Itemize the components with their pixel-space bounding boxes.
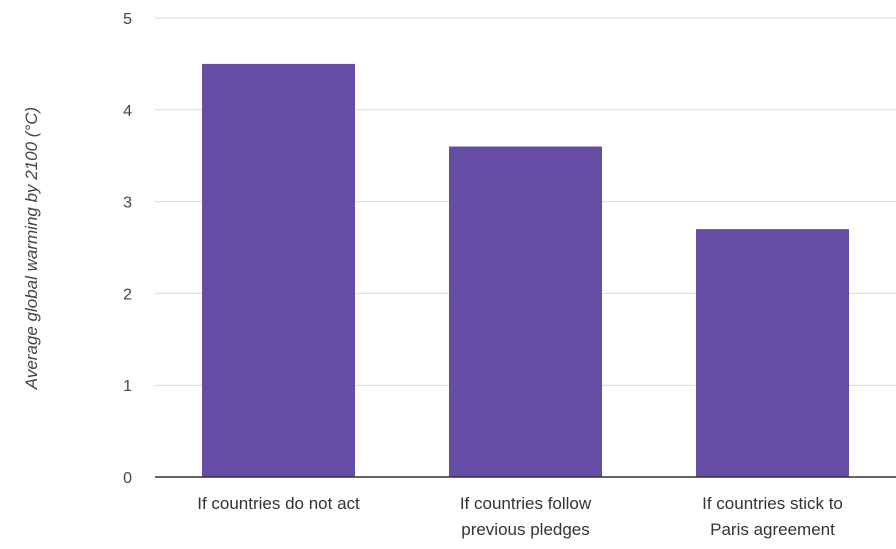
bar [202, 63, 355, 478]
y-tick-label: 2 [123, 286, 132, 303]
y-axis-label: Average global warming by 2100 (°C) [22, 107, 41, 390]
y-tick-label: 5 [123, 11, 132, 28]
bars [202, 63, 849, 478]
x-category-label: If countries follow [460, 494, 592, 513]
bar [449, 146, 602, 477]
x-category-label: previous pledges [461, 520, 590, 539]
y-tick-label: 1 [123, 378, 132, 395]
y-tick-label: 3 [123, 195, 132, 212]
x-category-label: If countries do not act [197, 494, 360, 513]
y-axis-ticks: 0 1 2 3 4 5 [123, 11, 132, 487]
x-axis-categories: If countries do not act If countries foll… [197, 494, 843, 539]
y-tick-label: 0 [123, 470, 132, 487]
bar [696, 229, 849, 477]
y-tick-label: 4 [123, 103, 132, 120]
x-category-label: If countries stick to [702, 494, 843, 513]
x-category-label: Paris agreement [710, 520, 835, 539]
